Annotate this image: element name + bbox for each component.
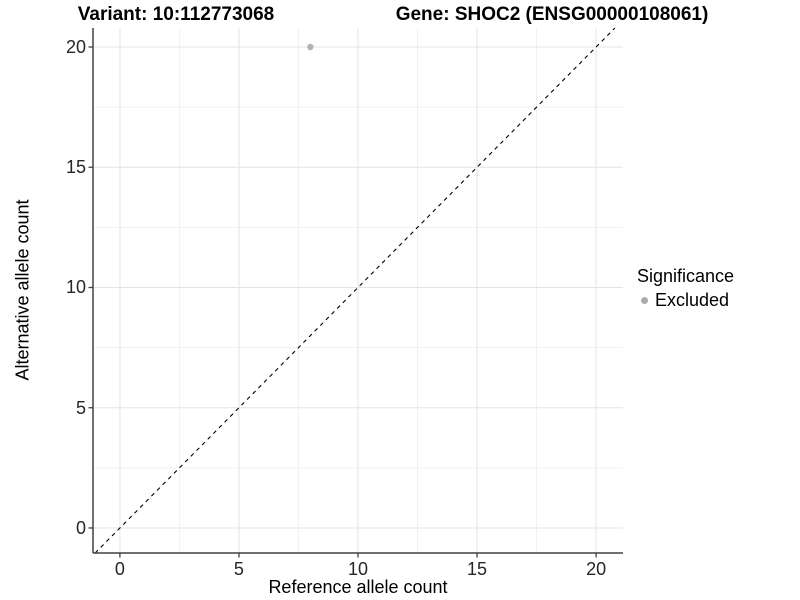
x-tick-label: 5 — [233, 559, 244, 579]
x-tick-label: 20 — [586, 559, 607, 579]
excluded-point-icon — [637, 294, 651, 308]
x-tick-label: 0 — [114, 559, 125, 579]
y-tick-label: 15 — [65, 157, 86, 178]
legend-title: Significance — [637, 266, 735, 286]
legend-item-label: Excluded — [655, 290, 730, 310]
y-tick-label: 0 — [75, 517, 86, 538]
legend-item-excluded: Excluded — [637, 290, 734, 311]
legend: Significance Excluded — [637, 266, 734, 311]
x-tick-label: 10 — [347, 559, 369, 579]
gene-title: Gene: SHOC2 (ENSG00000108061) — [395, 4, 709, 25]
y-tick-label: 10 — [65, 277, 86, 298]
y-tick-label: 5 — [75, 397, 86, 418]
y-tick-label: 20 — [65, 36, 86, 57]
data-point — [307, 43, 314, 51]
x-tick-label: 15 — [467, 559, 488, 579]
variant-title: Variant: 10:112773068 — [77, 4, 275, 25]
identity-dashed-line — [94, 27, 616, 554]
x-axis-title: Reference allele count — [268, 577, 448, 597]
plot-panel — [88, 27, 623, 558]
